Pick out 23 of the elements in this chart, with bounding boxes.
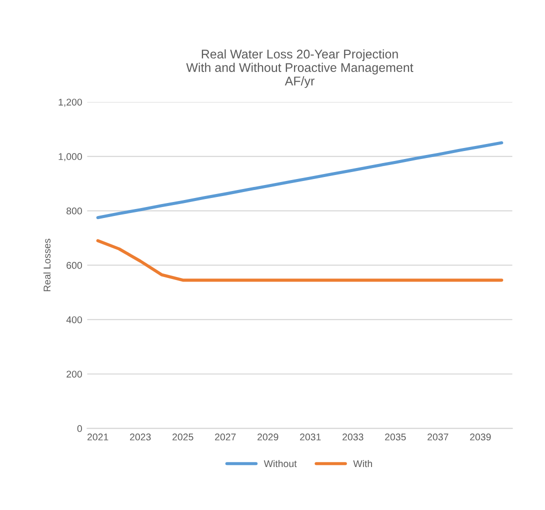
- chart-title: Real Water Loss 20-Year Projection With and Without Proactive Management AF/yr: [186, 49, 414, 88]
- y-tick-label: 0: [77, 425, 82, 432]
- x-tick-label: 2037: [428, 434, 448, 440]
- y-axis-title: Real Losses: [43, 238, 51, 292]
- x-tick-label: 2033: [342, 434, 364, 440]
- x-tick-label: 2035: [385, 434, 406, 440]
- y-tick-label: 400: [66, 316, 82, 324]
- y-tick-label: 1,000: [58, 153, 82, 162]
- x-tick-label: 2023: [130, 434, 151, 440]
- x-tick-label: 2031: [300, 434, 321, 440]
- line-series: [96, 239, 504, 282]
- x-tick-label: 2021: [88, 434, 108, 440]
- y-tick-label: 200: [66, 370, 82, 378]
- y-tick-label: 600: [66, 262, 82, 269]
- legend-label: With: [353, 460, 372, 468]
- legend-label: Without: [264, 460, 297, 468]
- x-tick-label: 2025: [172, 434, 194, 440]
- y-tick-label: 1,200: [58, 98, 82, 107]
- x-tick-label: 2029: [258, 434, 278, 440]
- x-tick-label: 2039: [470, 434, 491, 440]
- x-tick-label: 2027: [215, 434, 236, 440]
- line-series: [96, 141, 504, 220]
- y-tick-label: 800: [66, 208, 82, 214]
